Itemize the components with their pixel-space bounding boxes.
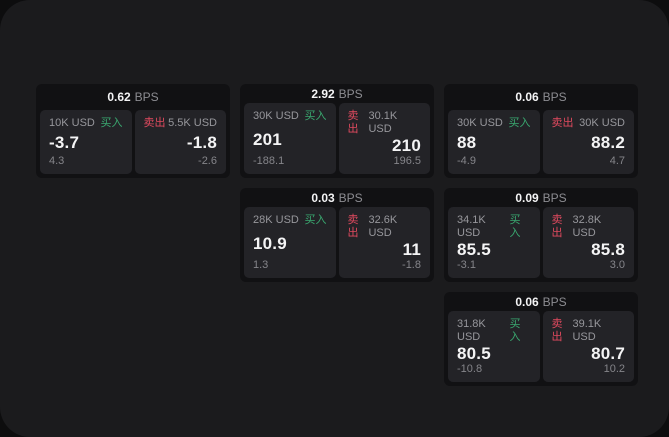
sell-panel[interactable]: 卖出 5.5K USD -1.8 -2.6: [134, 110, 226, 174]
buy-price: 201: [253, 129, 282, 149]
bps-unit-label: BPS: [542, 294, 567, 309]
buy-amount: 10K USD: [49, 117, 95, 129]
sell-panel[interactable]: 卖出 32.8K USD 85.8 3.0: [542, 207, 634, 278]
bps-header: 0.09 BPS: [444, 188, 638, 207]
panels: 34.1K USD 买入 85.5 -3.1 卖出 32.8K USD 85.8…: [444, 207, 638, 282]
bps-header: 0.03 BPS: [240, 188, 434, 207]
buy-panel[interactable]: 10K USD 买入 -3.7 4.3: [40, 110, 132, 174]
sell-amount: 39.1K USD: [572, 318, 602, 343]
buy-label: 买入: [509, 318, 521, 343]
bps-value: 0.62: [107, 90, 131, 104]
sell-label: 卖出: [551, 214, 563, 239]
panels: 30K USD 买入 201 -188.1 卖出 30.1K USD 210 1…: [240, 103, 434, 178]
buy-price: 85.5: [457, 240, 491, 259]
panels: 30K USD 买入 88 -4.9 卖出 30K USD 88.2 4.7: [444, 110, 638, 178]
buy-panel[interactable]: 30K USD 买入 88 -4.9: [448, 110, 540, 174]
panels: 10K USD 买入 -3.7 4.3 卖出 5.5K USD -1.8 -2.…: [36, 110, 230, 178]
buy-panel[interactable]: 34.1K USD 买入 85.5 -3.1: [448, 207, 540, 278]
sell-label: 卖出: [551, 117, 574, 129]
sell-price: -1.8: [186, 133, 217, 152]
sell-panel[interactable]: 卖出 30.1K USD 210 196.5: [338, 103, 430, 174]
bps-header: 0.06 BPS: [444, 292, 638, 311]
buy-amount: 31.8K USD: [457, 318, 486, 343]
bps-unit-label: BPS: [542, 190, 567, 205]
sell-panel[interactable]: 卖出 30K USD 88.2 4.7: [542, 110, 634, 174]
buy-amount: 34.1K USD: [457, 214, 486, 239]
buy-amount: 30K USD: [253, 110, 299, 122]
quote-card: 0.06 BPS 30K USD 买入 88 -4.9 卖出 30K USD: [444, 84, 638, 178]
bps-unit-label: BPS: [542, 90, 567, 104]
quote-card: 2.92 BPS 30K USD 买入 201 -188.1 卖出 30.1K …: [240, 84, 434, 178]
sell-price: 80.7: [591, 344, 625, 363]
bps-header: 0.62 BPS: [36, 84, 230, 110]
sell-amount: 5.5K USD: [168, 117, 217, 129]
sell-label: 卖出: [347, 214, 359, 239]
buy-price: 10.9: [253, 233, 287, 253]
bps-value: 0.06: [515, 294, 539, 309]
buy-sub-value: -3.1: [457, 259, 476, 271]
buy-panel[interactable]: 28K USD 买入 10.9 1.3: [244, 207, 336, 278]
buy-price: -3.7: [49, 133, 80, 152]
bps-unit-label: BPS: [338, 86, 363, 101]
sell-sub-value: 10.2: [603, 363, 625, 375]
sell-amount: 30.1K USD: [368, 110, 398, 135]
quote-card: 0.09 BPS 34.1K USD 买入 85.5 -3.1 卖出 32.8K…: [444, 188, 638, 282]
sell-price: 11: [402, 240, 421, 259]
sell-amount: 32.8K USD: [572, 214, 602, 239]
bps-value: 0.09: [515, 190, 539, 205]
quote-card: 0.06 BPS 31.8K USD 买入 80.5 -10.8 卖出 39.1…: [444, 292, 638, 386]
sell-label: 卖出: [347, 110, 359, 135]
buy-sub-value: -188.1: [253, 155, 285, 167]
sell-price: 210: [392, 136, 421, 155]
sell-amount: 30K USD: [579, 117, 625, 129]
buy-label: 买入: [508, 117, 531, 129]
sell-price: 85.8: [591, 240, 625, 259]
sell-panel[interactable]: 卖出 39.1K USD 80.7 10.2: [542, 311, 634, 382]
buy-sub-value: -4.9: [457, 155, 476, 167]
bps-value: 0.03: [311, 190, 335, 205]
sell-sub-value: 3.0: [609, 259, 625, 271]
sell-label: 卖出: [143, 117, 166, 129]
buy-panel[interactable]: 30K USD 买入 201 -188.1: [244, 103, 336, 174]
sell-amount: 32.6K USD: [368, 214, 398, 239]
bps-unit-label: BPS: [338, 190, 363, 205]
buy-amount: 28K USD: [253, 214, 299, 226]
bps-value: 0.06: [515, 90, 539, 104]
quote-card: 0.62 BPS 10K USD 买入 -3.7 4.3 卖出 5.5K USD: [36, 84, 230, 178]
sell-sub-value: -1.8: [402, 259, 421, 271]
panels: 28K USD 买入 10.9 1.3 卖出 32.6K USD 11 -1.8: [240, 207, 434, 282]
buy-sub-value: 1.3: [253, 259, 269, 271]
buy-panel[interactable]: 31.8K USD 买入 80.5 -10.8: [448, 311, 540, 382]
buy-label: 买入: [100, 117, 123, 129]
bps-unit-label: BPS: [134, 90, 159, 104]
buy-price: 80.5: [457, 344, 491, 363]
sell-sub-value: -2.6: [198, 155, 217, 167]
bps-value: 2.92: [311, 86, 335, 101]
bps-header: 2.92 BPS: [240, 84, 434, 103]
sell-label: 卖出: [551, 318, 563, 343]
panels: 31.8K USD 买入 80.5 -10.8 卖出 39.1K USD 80.…: [444, 311, 638, 386]
sell-sub-value: 4.7: [609, 155, 625, 167]
buy-label: 买入: [509, 214, 521, 239]
sell-price: 88.2: [591, 133, 625, 152]
quote-grid: 0.62 BPS 10K USD 买入 -3.7 4.3 卖出 5.5K USD: [36, 84, 638, 386]
sell-sub-value: 196.5: [393, 155, 421, 167]
sell-panel[interactable]: 卖出 32.6K USD 11 -1.8: [338, 207, 430, 278]
buy-sub-value: -10.8: [457, 363, 483, 375]
buy-price: 88: [457, 133, 477, 152]
buy-label: 买入: [304, 214, 327, 226]
bps-header: 0.06 BPS: [444, 84, 638, 110]
buy-label: 买入: [304, 110, 327, 122]
quote-card: 0.03 BPS 28K USD 买入 10.9 1.3 卖出 32.6K US…: [240, 188, 434, 282]
buy-amount: 30K USD: [457, 117, 503, 129]
buy-sub-value: 4.3: [49, 155, 65, 167]
